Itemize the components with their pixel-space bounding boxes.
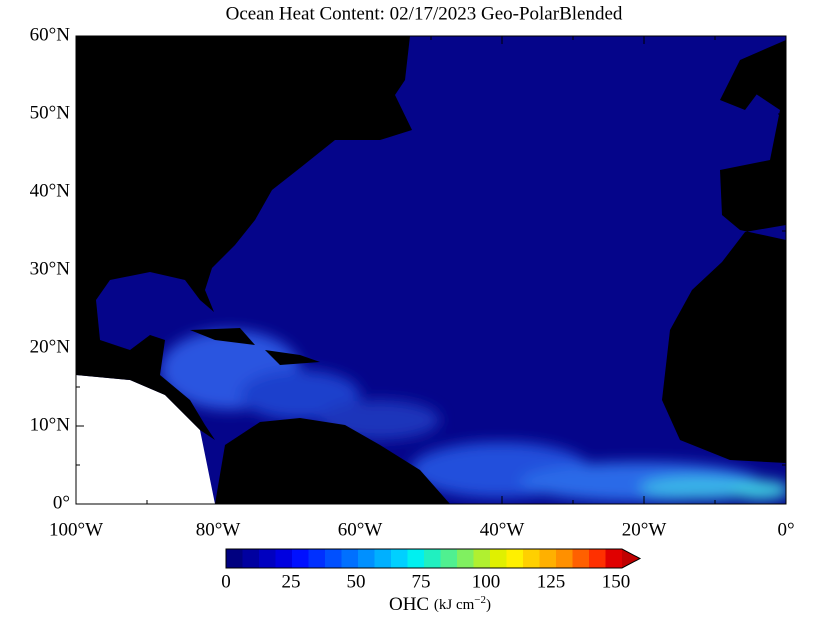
europe-africa [662,36,786,463]
colorbar-segment [523,549,540,568]
colorbar-exponent: −2 [474,594,486,606]
colorbar-segment [292,549,309,568]
colorbar-segment [275,549,293,568]
colorbar-tick-label: 75 [412,571,431,592]
colorbar-tick-label: 25 [282,571,301,592]
colorbar-segment [490,549,507,568]
colorbar-segment [325,549,342,568]
lat-label: 50°N [30,102,71,123]
lat-label: 0° [53,492,70,513]
colorbar-arrow [622,549,640,568]
cuba [190,328,255,345]
south-america [215,418,450,504]
colorbar-tick-label: 150 [602,571,631,592]
colorbar-segment [506,549,524,568]
colorbar-outline [225,548,642,569]
north-america [76,36,412,440]
colorbar-segment [308,549,326,568]
lon-label: 40°W [480,519,525,540]
colorbar-units: (kJ cm [434,597,475,613]
colorbar-segment [556,549,573,568]
colorbar: 0 25 50 75 100 125 150 [221,548,642,592]
colorbar-segment [440,549,458,568]
colorbar-segment [391,549,408,568]
colorbar-segment [589,549,606,568]
map [76,36,786,504]
colorbar-label: OHC [389,594,429,615]
colorbar-segment [259,549,276,568]
colorbar-segment [424,549,441,568]
colorbar-segment [572,549,590,568]
colorbar-segment [473,549,491,568]
title: Ocean Heat Content: 02/17/2023 Geo-Polar… [226,3,623,24]
heat-patches [160,330,786,502]
lat-label: 40°N [30,180,71,201]
colorbar-segment [374,549,392,568]
lon-label: 20°W [622,519,667,540]
colorbar-segment [226,549,243,568]
lat-label: 10°N [30,414,71,435]
ireland [720,72,760,110]
colorbar-tick-label: 125 [537,571,566,592]
colorbar-segment [358,549,375,568]
colorbar-tick-label: 0 [221,571,231,592]
colorbar-segment [457,549,474,568]
colorbar-segment [341,549,359,568]
lat-label: 20°N [30,336,71,357]
pacific [76,375,215,504]
lon-label: 100°W [49,519,103,540]
colorbar-tick-label: 50 [347,571,366,592]
lat-label: 30°N [30,258,71,279]
lon-label: 60°W [338,519,383,540]
hispaniola [265,350,320,365]
lat-label: 60°N [30,24,71,45]
axes: 60°N 50°N 40°N 30°N 20°N 10°N 0° 100°W 80°W 60°W 4… [30,24,795,540]
lon-label: 80°W [196,519,241,540]
lon-label: 0° [777,519,794,540]
colorbar-tick-label: 100 [472,571,501,592]
colorbar-segment [242,549,260,568]
colorbar-segment [539,549,557,568]
colorbar-segment [407,549,425,568]
colorbar-units-close: ) [486,597,491,613]
colorbar-segment [605,549,623,568]
colorbar-title: OHC (kJ cm−2) [389,594,491,616]
